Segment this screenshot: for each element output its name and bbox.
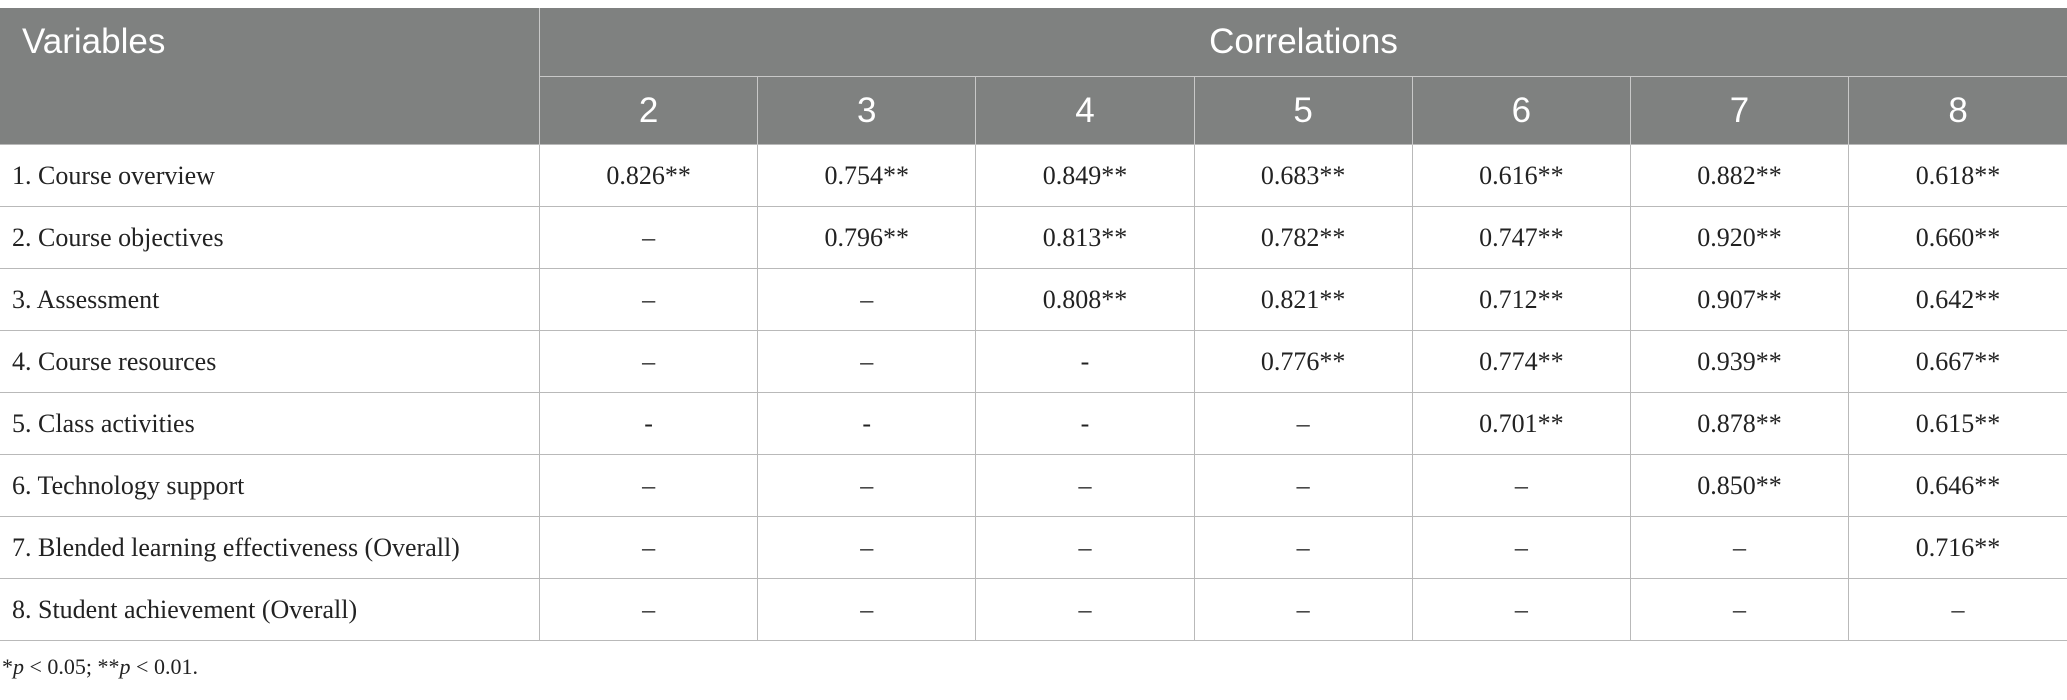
row-label: 8. Student achievement (Overall): [0, 578, 540, 641]
table-cell: –: [757, 330, 977, 393]
table-cell: –: [1411, 578, 1631, 641]
table-row: 7. Blended learning effectiveness (Overa…: [0, 516, 2067, 579]
table-cell: 0.618**: [1848, 144, 2067, 207]
column-header: 7: [1629, 76, 1849, 145]
footnote-p-symbol: p: [119, 654, 131, 679]
table-row: 8. Student achievement (Overall) – – – –…: [0, 578, 2067, 641]
table-cell: 0.660**: [1848, 206, 2067, 269]
table-row: 2. Course objectives – 0.796** 0.813** 0…: [0, 206, 2067, 269]
column-header: 6: [1411, 76, 1631, 145]
table-cell: –: [757, 454, 977, 517]
table-cell: 0.796**: [757, 206, 977, 269]
table-cell: –: [1193, 454, 1413, 517]
table-cell: -: [975, 330, 1195, 393]
row-label: 5. Class activities: [0, 392, 540, 455]
table-cell: –: [1629, 578, 1850, 641]
table-cell: –: [975, 454, 1195, 517]
table-cell: 0.808**: [975, 268, 1195, 331]
correlation-table-container: Variables Correlations 2 3 4 5 6 7 8 1. …: [0, 8, 2067, 641]
table-cell: 0.849**: [975, 144, 1195, 207]
table-cell: 0.754**: [757, 144, 977, 207]
table-cell: –: [975, 516, 1195, 579]
table-cell: -: [757, 392, 977, 455]
table-row: 6. Technology support – – – – – 0.850** …: [0, 454, 2067, 517]
footnote-threshold-1: < 0.05; **: [24, 654, 120, 679]
table-cell: 0.920**: [1629, 206, 1850, 269]
table-cell: 0.821**: [1193, 268, 1413, 331]
column-header: 2: [538, 76, 758, 145]
table-cell: 0.616**: [1411, 144, 1631, 207]
table-body: 1. Course overview 0.826** 0.754** 0.849…: [0, 144, 2067, 641]
table-cell: –: [757, 578, 977, 641]
row-label: 6. Technology support: [0, 454, 540, 517]
column-header: 8: [1848, 76, 2067, 145]
row-label: 4. Course resources: [0, 330, 540, 393]
table-cell: 0.646**: [1848, 454, 2067, 517]
table-cell: –: [1848, 578, 2067, 641]
table-cell: –: [1193, 516, 1413, 579]
column-header: 5: [1193, 76, 1413, 145]
table-row: 5. Class activities - - - – 0.701** 0.87…: [0, 392, 2067, 455]
footnote-threshold-2: < 0.01.: [130, 654, 198, 679]
table-cell: 0.776**: [1193, 330, 1413, 393]
table-cell: –: [1193, 578, 1413, 641]
table-cell: –: [538, 578, 759, 641]
table-cell: 0.642**: [1848, 268, 2067, 331]
row-label: 2. Course objectives: [0, 206, 540, 269]
table-row: 3. Assessment – – 0.808** 0.821** 0.712*…: [0, 268, 2067, 331]
table-cell: 0.782**: [1193, 206, 1413, 269]
table-header: Variables Correlations 2 3 4 5 6 7 8: [0, 8, 2067, 145]
row-label: 7. Blended learning effectiveness (Overa…: [0, 516, 540, 579]
variables-header: Variables: [0, 8, 540, 145]
table-cell: –: [975, 578, 1195, 641]
table-cell: –: [757, 268, 977, 331]
table-cell: 0.826**: [538, 144, 759, 207]
table-cell: –: [538, 516, 759, 579]
table-cell: –: [1411, 454, 1631, 517]
footnote-star: *: [2, 654, 13, 679]
correlations-header: Correlations: [538, 8, 2067, 77]
table-cell: –: [757, 516, 977, 579]
row-label: 3. Assessment: [0, 268, 540, 331]
table-cell: 0.882**: [1629, 144, 1850, 207]
table-cell: 0.701**: [1411, 392, 1631, 455]
table-cell: –: [1629, 516, 1850, 579]
table-cell: 0.712**: [1411, 268, 1631, 331]
table-cell: 0.774**: [1411, 330, 1631, 393]
table-cell: –: [538, 454, 759, 517]
table-cell: 0.683**: [1193, 144, 1413, 207]
table-row: 1. Course overview 0.826** 0.754** 0.849…: [0, 144, 2067, 207]
table-cell: 0.878**: [1629, 392, 1850, 455]
table-cell: 0.716**: [1848, 516, 2067, 579]
column-header: 3: [757, 76, 976, 145]
column-header: 4: [975, 76, 1195, 145]
correlation-table: Variables Correlations 2 3 4 5 6 7 8 1. …: [0, 8, 2067, 641]
table-cell: 0.667**: [1848, 330, 2067, 393]
table-cell: 0.939**: [1629, 330, 1850, 393]
table-cell: –: [538, 206, 759, 269]
table-footnote: *p < 0.05; **p < 0.01.: [2, 654, 198, 680]
row-label: 1. Course overview: [0, 144, 540, 207]
table-cell: 0.813**: [975, 206, 1195, 269]
table-cell: –: [1411, 516, 1631, 579]
table-cell: 0.907**: [1629, 268, 1850, 331]
table-cell: 0.747**: [1411, 206, 1631, 269]
table-cell: 0.615**: [1848, 392, 2067, 455]
table-cell: –: [1193, 392, 1413, 455]
table-row: 4. Course resources – – - 0.776** 0.774*…: [0, 330, 2067, 393]
table-cell: -: [538, 392, 759, 455]
table-cell: –: [538, 268, 759, 331]
table-cell: 0.850**: [1629, 454, 1850, 517]
footnote-p-symbol: p: [13, 654, 24, 679]
table-cell: -: [975, 392, 1195, 455]
table-cell: –: [538, 330, 759, 393]
